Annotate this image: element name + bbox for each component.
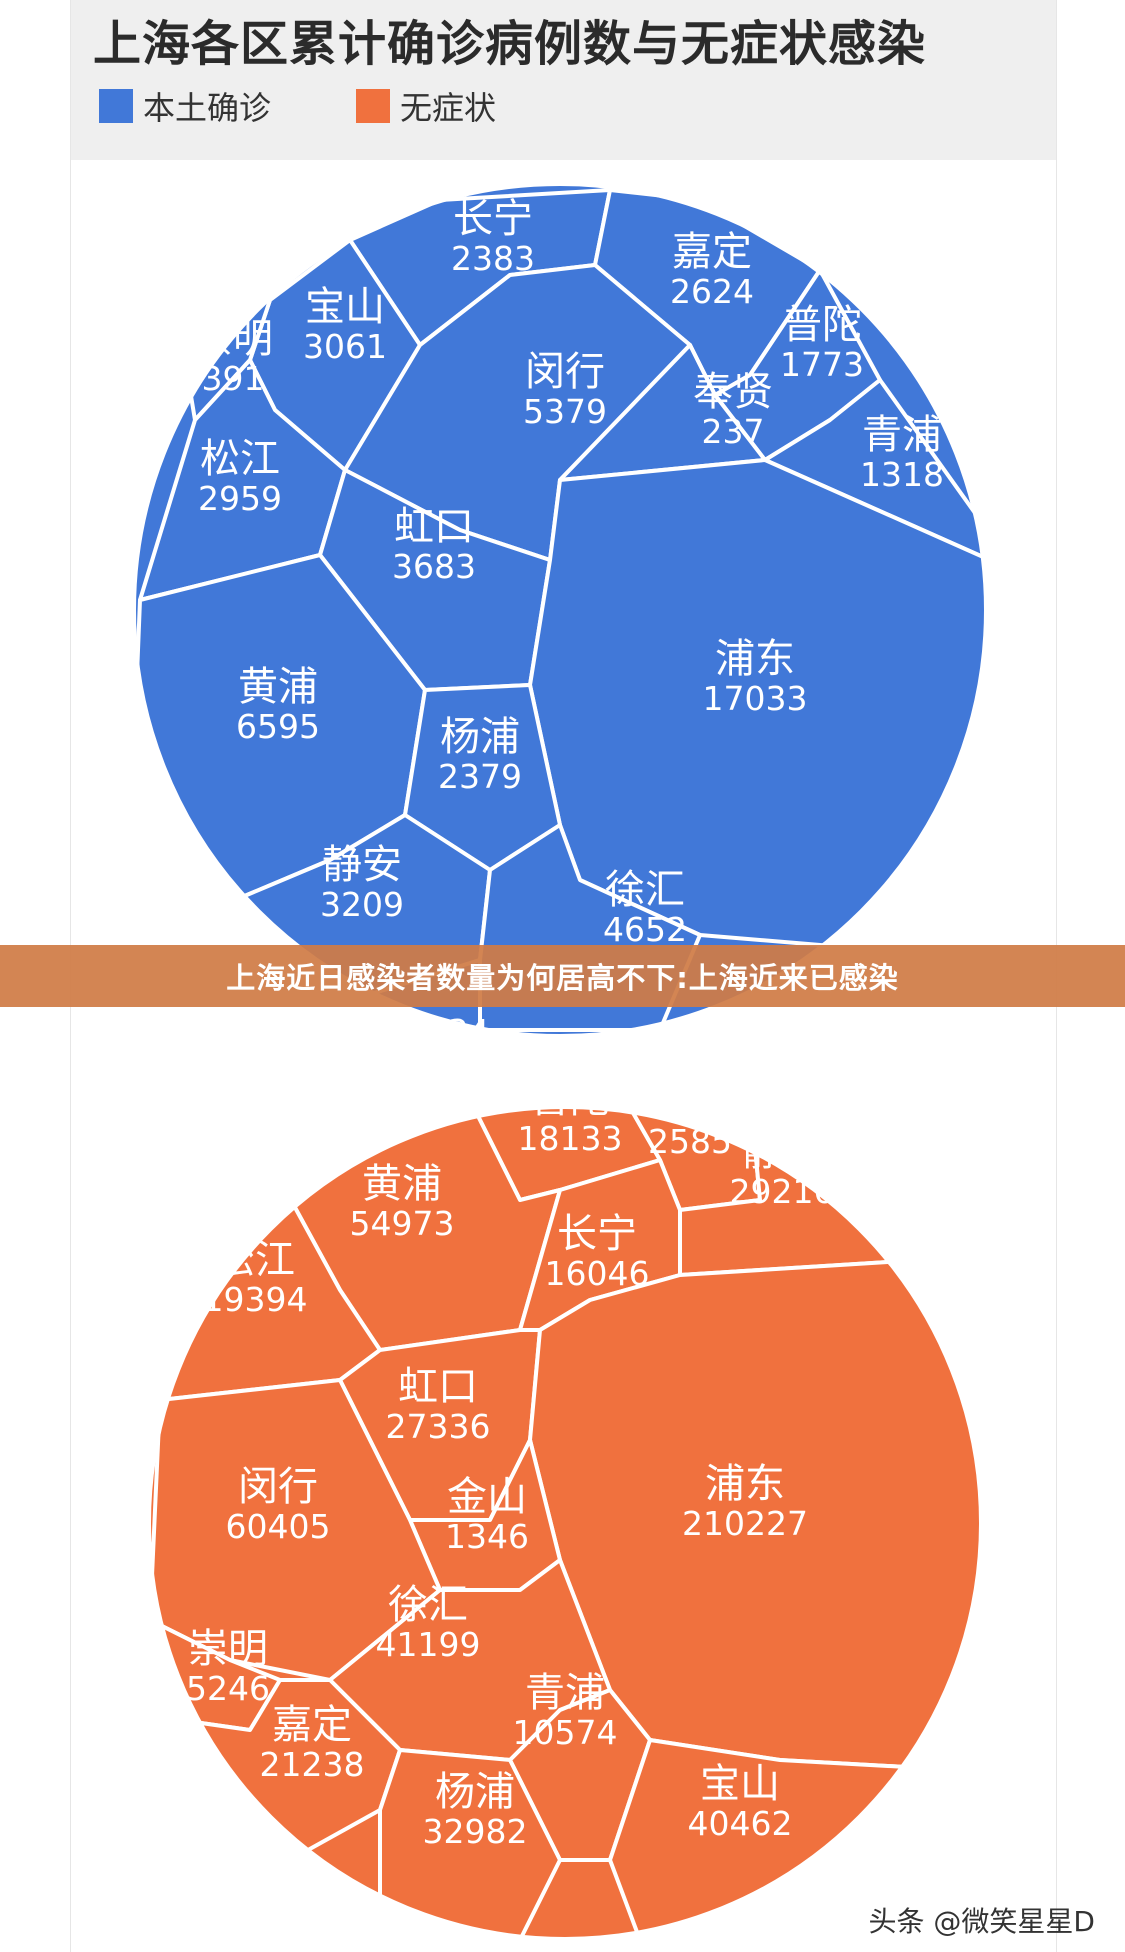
confirmed-cell-name: 黄浦 xyxy=(238,664,318,710)
confirmed-cell-value: 17033 xyxy=(703,679,808,718)
asymptomatic-cell-name: 虹口 xyxy=(398,1364,478,1410)
chart-title: 上海各区累计确诊病例数与无症状感染 xyxy=(93,16,927,72)
confirmed-cell-value: 3683 xyxy=(392,547,476,586)
chart-header: 上海各区累计确诊病例数与无症状感染 本土确诊 无症状 xyxy=(71,0,1056,160)
asymptomatic-cell-name: 浦东 xyxy=(705,1461,785,1507)
asymptomatic-cell-name: 金山 xyxy=(447,1474,527,1520)
legend-swatch-asymptomatic xyxy=(356,89,390,123)
confirmed-cell-value: 2383 xyxy=(451,239,535,278)
asymptomatic-cell-value: 5246 xyxy=(186,1669,270,1708)
confirmed-cell-value: 334 xyxy=(427,1012,490,1051)
asymptomatic-cell-value: 40462 xyxy=(688,1804,793,1843)
asymptomatic-cell-value: 18133 xyxy=(518,1119,623,1158)
confirmed-cell-value: 2959 xyxy=(198,479,282,518)
watermark: 头条 @微笑星星D xyxy=(868,1905,1095,1938)
confirmed-cell-value: 3061 xyxy=(303,327,387,366)
asymptomatic-cell-name: 静安 xyxy=(742,1129,822,1175)
confirmed-cell-value: 5379 xyxy=(523,392,607,431)
legend-label-confirmed: 本土确诊 xyxy=(143,89,272,127)
asymptomatic-cell-name: 长宁 xyxy=(557,1211,637,1257)
legend-label-asymptomatic: 无症状 xyxy=(400,89,497,127)
confirmed-cell-value: 6595 xyxy=(236,707,320,746)
asymptomatic-cell-value: 210227 xyxy=(682,1504,808,1543)
asymptomatic-cell-value: 21238 xyxy=(260,1745,365,1784)
legend-item-confirmed: 本土确诊 xyxy=(99,88,271,127)
asymptomatic-cell-name: 奉贤 xyxy=(650,1079,730,1125)
legend-swatch-confirmed xyxy=(99,89,133,123)
asymptomatic-cell-name: 松江 xyxy=(215,1237,295,1283)
confirmed-cell-value: 2624 xyxy=(670,272,754,311)
legend-item-asymptomatic: 无症状 xyxy=(356,88,496,127)
asymptomatic-cell-name: 嘉定 xyxy=(272,1702,352,1748)
confirmed-cell-name: 青浦 xyxy=(862,412,942,458)
confirmed-cell-value: 2379 xyxy=(438,757,522,796)
confirmed-cell-value: 1318 xyxy=(860,455,944,494)
asymptomatic-cell-value: 27336 xyxy=(386,1407,491,1446)
confirmed-cell-value: 3209 xyxy=(320,885,404,924)
asymptomatic-cell-value: 16046 xyxy=(545,1254,650,1293)
asymptomatic-cell-name: 青浦 xyxy=(525,1670,605,1716)
confirmed-cell-value: 1773 xyxy=(780,345,864,384)
asymptomatic-cell-name: 黄浦 xyxy=(362,1161,442,1207)
asymptomatic-cell-value: 2585 xyxy=(648,1122,732,1161)
asymptomatic-cell-name: 徐汇 xyxy=(388,1582,468,1628)
asymptomatic-cell-value: 29216 xyxy=(730,1172,835,1211)
confirmed-cell-name: 松江 xyxy=(200,436,280,482)
asymptomatic-outline xyxy=(149,1107,981,1939)
asymptomatic-cell-value: 54973 xyxy=(350,1204,455,1243)
confirmed-cell-name: 闵行 xyxy=(525,349,605,395)
confirmed-cell-name: 杨浦 xyxy=(440,714,520,760)
asymptomatic-cell-value: 1346 xyxy=(445,1517,529,1556)
banner-text: 上海近日感染者数量为何居高不下:上海近来已感染 xyxy=(226,961,899,995)
confirmed-outline xyxy=(134,184,986,1036)
confirmed-cell-name: 徐汇 xyxy=(605,867,685,913)
confirmed-cell-value: 391 xyxy=(202,359,265,398)
confirmed-cell-name: 奉贤 xyxy=(693,369,773,415)
asymptomatic-cell-name: 杨浦 xyxy=(435,1769,515,1815)
asymptomatic-cell-name: 普陀 xyxy=(530,1076,610,1122)
confirmed-cell-value: 237 xyxy=(702,412,765,451)
confirmed-cell-name: 崇明 xyxy=(193,316,273,362)
confirmed-cell-name: 宝山 xyxy=(305,284,385,330)
asymptomatic-cell-name: 闵行 xyxy=(238,1464,318,1510)
asymptomatic-cell-value: 41199 xyxy=(376,1625,481,1664)
asymptomatic-cell-value: 32982 xyxy=(423,1812,528,1851)
asymptomatic-cell-value: 10574 xyxy=(513,1713,618,1752)
asymptomatic-cell-name: 崇明 xyxy=(188,1626,268,1672)
asymptomatic-cell-value: 19394 xyxy=(203,1280,308,1319)
overlay-banner: 上海近日感染者数量为何居高不下:上海近来已感染 xyxy=(0,945,1125,1007)
asymptomatic-cell-name: 宝山 xyxy=(700,1761,780,1807)
confirmed-cell-value: 4652 xyxy=(603,910,687,949)
confirmed-cell-name: 静安 xyxy=(322,842,402,888)
asymptomatic-cell-value: 60405 xyxy=(226,1507,331,1546)
confirmed-cell-name: 长宁 xyxy=(453,196,533,242)
confirmed-cell-name: 嘉定 xyxy=(672,229,752,275)
confirmed-cell-name: 浦东 xyxy=(715,636,795,682)
confirmed-cell-name: 虹口 xyxy=(394,504,474,550)
confirmed-cell-name: 普陀 xyxy=(782,302,862,348)
